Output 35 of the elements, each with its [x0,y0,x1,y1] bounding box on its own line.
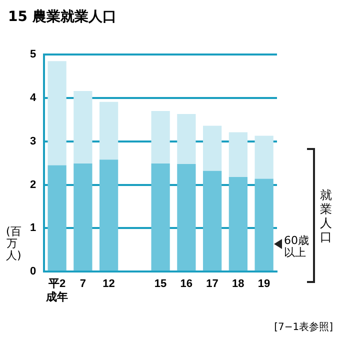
bar [151,111,170,164]
bar [254,136,274,179]
x-tick-label: 18 [232,278,244,290]
y-axis-title: (百万人) [6,225,22,262]
bar [99,160,118,271]
x-tick-label: 15 [154,278,167,290]
bar [228,176,248,271]
bar [228,132,248,177]
bar [177,164,196,271]
y-tick-label: 4 [30,92,37,104]
series-label: 60歳以上 [284,234,310,259]
bar [254,178,274,271]
bar [202,170,222,271]
y-tick-label: 1 [30,222,36,234]
y-tick-label: 0 [30,266,36,278]
x-tick-label: 16 [180,278,193,290]
text: 就業人口 [320,188,333,244]
chart-title: 15 農業就業人口 [8,8,116,26]
bar [48,165,66,271]
x-tick-label: 19 [258,278,270,290]
x-tick-label: 平2 成年 [45,278,68,304]
bar [151,164,170,271]
text: [7−1表参照] [274,320,333,334]
y-tick-label: 2 [30,178,36,191]
x-tick-label: 17 [206,278,218,290]
bar [99,102,118,160]
bar [74,91,92,164]
bar [177,114,196,164]
x-tick-label: 7 [80,278,86,290]
y-tick-label: 3 [30,135,36,148]
x-tick-label: 12 [102,278,115,290]
y-tick-label: 5 [30,48,36,61]
bar [74,164,92,271]
bar [202,126,222,171]
bar [48,61,66,166]
